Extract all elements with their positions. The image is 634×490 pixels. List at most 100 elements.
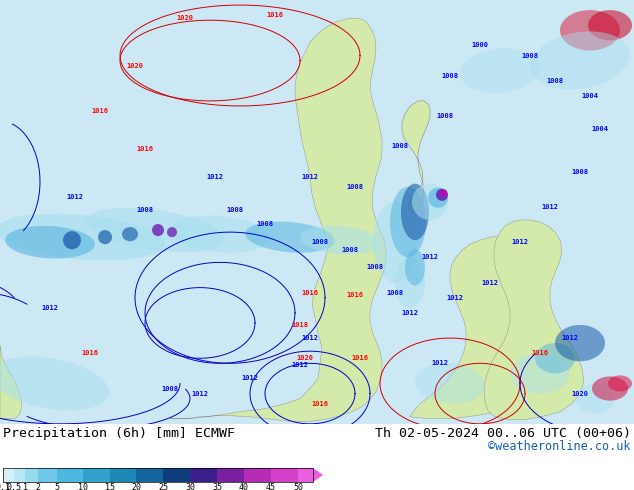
Text: 1016: 1016 <box>351 355 368 361</box>
Ellipse shape <box>170 216 270 253</box>
Ellipse shape <box>401 184 429 240</box>
Text: 1016: 1016 <box>82 350 98 356</box>
Text: 35: 35 <box>212 484 222 490</box>
Ellipse shape <box>415 363 485 404</box>
Text: 1016: 1016 <box>531 350 548 356</box>
Text: 1016: 1016 <box>347 292 363 298</box>
Bar <box>3 468 14 482</box>
Bar <box>163 468 190 482</box>
Bar <box>190 468 217 482</box>
Text: 5: 5 <box>55 484 60 490</box>
Bar <box>83 468 110 482</box>
Ellipse shape <box>555 325 605 361</box>
Text: 1016: 1016 <box>266 12 283 18</box>
Ellipse shape <box>405 249 425 286</box>
Ellipse shape <box>0 214 165 261</box>
Text: 1012: 1012 <box>191 391 209 396</box>
Text: 1000: 1000 <box>472 43 489 49</box>
Ellipse shape <box>608 375 632 392</box>
Text: 1020: 1020 <box>127 63 143 69</box>
Bar <box>217 468 244 482</box>
Text: 1016: 1016 <box>136 147 153 152</box>
Text: 1004: 1004 <box>581 93 598 99</box>
Text: 40: 40 <box>239 484 249 490</box>
Ellipse shape <box>63 231 81 249</box>
Text: 15: 15 <box>105 484 115 490</box>
Bar <box>271 468 298 482</box>
Ellipse shape <box>300 226 380 255</box>
Text: 1012: 1012 <box>292 362 309 368</box>
Text: 1020: 1020 <box>571 391 588 396</box>
Ellipse shape <box>436 189 448 201</box>
Text: ©weatheronline.co.uk: ©weatheronline.co.uk <box>489 440 631 453</box>
Text: 50: 50 <box>293 484 303 490</box>
Ellipse shape <box>390 187 426 257</box>
Ellipse shape <box>560 10 620 50</box>
Ellipse shape <box>535 343 575 373</box>
Text: 1008: 1008 <box>347 184 363 190</box>
Text: 1016: 1016 <box>91 108 108 114</box>
Bar <box>3 468 313 482</box>
Text: 0.1: 0.1 <box>0 484 11 490</box>
Ellipse shape <box>460 48 540 93</box>
Polygon shape <box>0 345 22 419</box>
Ellipse shape <box>588 10 632 40</box>
Text: 1018: 1018 <box>292 322 309 328</box>
Text: 10: 10 <box>78 484 88 490</box>
Text: 1016: 1016 <box>311 401 328 407</box>
Text: 0.5: 0.5 <box>6 484 22 490</box>
Bar <box>57 468 83 482</box>
Text: 1008: 1008 <box>136 207 153 213</box>
Text: 1012: 1012 <box>207 173 224 180</box>
Ellipse shape <box>167 227 177 237</box>
Text: 1012: 1012 <box>512 239 529 245</box>
Text: 2: 2 <box>36 484 41 490</box>
Text: Th 02-05-2024 00..06 UTC (00+06): Th 02-05-2024 00..06 UTC (00+06) <box>375 427 631 440</box>
Text: 1012: 1012 <box>242 375 259 381</box>
Text: 1016: 1016 <box>302 290 318 295</box>
Bar <box>136 468 163 482</box>
Text: 1012: 1012 <box>41 305 58 311</box>
Bar <box>25 468 38 482</box>
Ellipse shape <box>575 384 615 414</box>
Text: 1012: 1012 <box>481 280 498 286</box>
Text: 1008: 1008 <box>522 52 538 58</box>
Text: Precipitation (6h) [mm] ECMWF: Precipitation (6h) [mm] ECMWF <box>3 427 235 440</box>
Ellipse shape <box>395 257 425 308</box>
Ellipse shape <box>86 208 224 252</box>
Polygon shape <box>402 101 430 212</box>
Ellipse shape <box>5 226 95 259</box>
Bar <box>244 468 271 482</box>
Text: 1008: 1008 <box>547 78 564 84</box>
Text: 1012: 1012 <box>541 204 559 210</box>
Text: 1: 1 <box>22 484 27 490</box>
Ellipse shape <box>373 202 417 283</box>
Ellipse shape <box>152 224 164 236</box>
Ellipse shape <box>510 353 570 393</box>
Text: 1008: 1008 <box>441 73 458 79</box>
Polygon shape <box>484 220 584 420</box>
Ellipse shape <box>122 227 138 241</box>
Ellipse shape <box>98 230 112 244</box>
Text: 30: 30 <box>185 484 195 490</box>
Ellipse shape <box>441 190 447 196</box>
Polygon shape <box>170 18 386 422</box>
Text: 1012: 1012 <box>422 254 439 260</box>
Polygon shape <box>410 236 550 419</box>
Text: 1008: 1008 <box>342 247 358 253</box>
Text: 1012: 1012 <box>562 335 578 341</box>
Text: 1012: 1012 <box>302 173 318 180</box>
Ellipse shape <box>412 184 448 220</box>
Text: 1020: 1020 <box>297 355 313 361</box>
Polygon shape <box>313 468 323 482</box>
Ellipse shape <box>0 357 109 411</box>
Text: 1020: 1020 <box>176 15 193 21</box>
Text: 20: 20 <box>131 484 141 490</box>
Text: 1008: 1008 <box>257 221 273 227</box>
Text: 1008: 1008 <box>392 144 408 149</box>
Text: 1012: 1012 <box>446 294 463 301</box>
Text: 1012: 1012 <box>432 360 448 367</box>
Text: 1004: 1004 <box>592 126 609 132</box>
Bar <box>14 468 25 482</box>
Text: 1012: 1012 <box>401 310 418 316</box>
